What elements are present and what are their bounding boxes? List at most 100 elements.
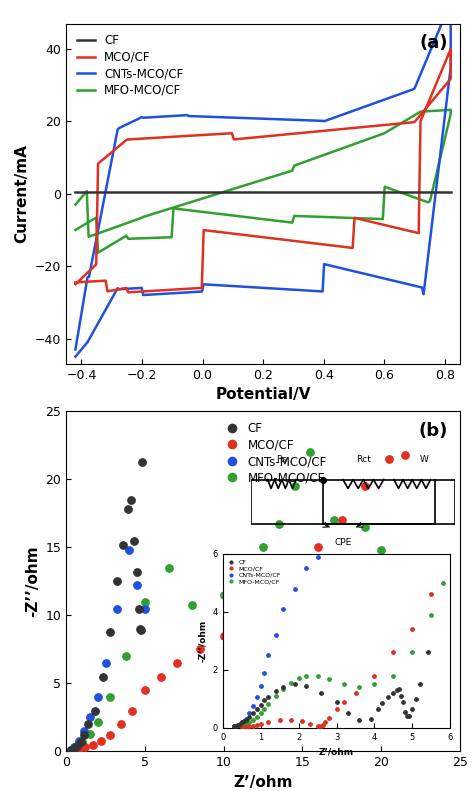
Point: [340, 695, 348, 708]
Point: [338, 514, 346, 527]
Point: [75, 734, 83, 747]
Point: [240, 715, 247, 728]
X-axis label: Z’/ohm: Z’/ohm: [233, 775, 293, 790]
Point: [385, 452, 393, 465]
Point: [257, 698, 264, 711]
Point: [107, 691, 114, 703]
Point: [249, 719, 257, 732]
Point: [412, 692, 420, 705]
Point: [135, 602, 143, 615]
Point: [141, 684, 149, 697]
Point: [330, 514, 337, 527]
Point: [133, 566, 141, 578]
Point: [236, 717, 244, 730]
Point: [128, 704, 136, 717]
Point: [137, 623, 144, 635]
Point: [314, 541, 322, 554]
Text: (b): (b): [419, 422, 448, 440]
Point: [352, 687, 359, 699]
Point: [232, 719, 240, 732]
Point: [390, 687, 397, 699]
Point: [119, 539, 127, 551]
Point: [78, 736, 86, 748]
Point: [401, 448, 409, 461]
Point: [257, 707, 264, 720]
Point: [356, 714, 363, 727]
Point: [261, 694, 268, 706]
Point: [71, 743, 78, 755]
Point: [102, 657, 109, 669]
Point: [82, 741, 89, 754]
Point: [77, 736, 84, 748]
Y-axis label: Current/mA: Current/mA: [15, 144, 29, 243]
Point: [238, 716, 246, 729]
Point: [253, 691, 261, 704]
Point: [230, 720, 238, 732]
Point: [141, 602, 149, 615]
Point: [246, 720, 253, 732]
Point: [275, 518, 283, 531]
Point: [362, 480, 369, 493]
Legend: CF, MCO/CF, CNTs-MCO/CF, MFO-MCO/CF: CF, MCO/CF, CNTs-MCO/CF, MFO-MCO/CF: [226, 557, 283, 587]
Point: [409, 702, 416, 715]
Point: [333, 695, 340, 708]
Point: [249, 713, 257, 726]
Point: [428, 588, 435, 600]
Point: [67, 744, 75, 756]
Point: [238, 718, 246, 731]
Point: [220, 630, 228, 642]
Point: [249, 707, 257, 720]
Point: [137, 624, 145, 637]
Point: [264, 649, 272, 661]
Point: [318, 687, 325, 699]
Point: [141, 596, 149, 608]
Point: [344, 707, 352, 720]
Point: [242, 717, 249, 730]
Point: [130, 534, 138, 547]
Point: [314, 551, 321, 563]
Point: [230, 721, 238, 733]
Text: (a): (a): [419, 34, 448, 52]
Point: [307, 446, 314, 459]
Point: [94, 691, 101, 703]
Point: [395, 682, 403, 695]
Point: [424, 646, 431, 659]
Point: [72, 741, 80, 754]
Point: [80, 725, 88, 737]
Point: [253, 710, 261, 723]
Point: [280, 682, 287, 695]
Point: [80, 729, 88, 741]
Point: [287, 676, 295, 689]
Point: [314, 670, 321, 683]
X-axis label: Potential/V: Potential/V: [215, 388, 311, 403]
Point: [362, 520, 369, 533]
X-axis label: Z’/ohm: Z’/ohm: [319, 747, 354, 756]
Point: [356, 681, 363, 694]
Point: [220, 589, 228, 601]
Point: [189, 598, 196, 611]
Legend: CF, MCO/CF, CNTs-MCO/CF, MFO-MCO/CF: CF, MCO/CF, CNTs-MCO/CF, MFO-MCO/CF: [72, 29, 188, 102]
Point: [259, 541, 267, 554]
Point: [242, 713, 249, 725]
Point: [244, 562, 251, 574]
Point: [242, 721, 249, 733]
Point: [378, 697, 386, 710]
Point: [264, 698, 272, 710]
Point: [318, 720, 325, 732]
Point: [97, 734, 105, 747]
Point: [257, 717, 264, 730]
Point: [299, 715, 306, 728]
Point: [371, 669, 378, 682]
Point: [234, 720, 242, 732]
Point: [340, 678, 348, 691]
Point: [272, 690, 280, 702]
Y-axis label: -Z’’/ohm: -Z’’/ohm: [198, 619, 207, 662]
Point: [325, 711, 333, 724]
Point: [291, 582, 299, 595]
Point: [75, 743, 83, 755]
Point: [86, 711, 94, 724]
Point: [99, 670, 106, 683]
Point: [253, 718, 261, 731]
Point: [107, 626, 114, 638]
Point: [261, 666, 268, 679]
